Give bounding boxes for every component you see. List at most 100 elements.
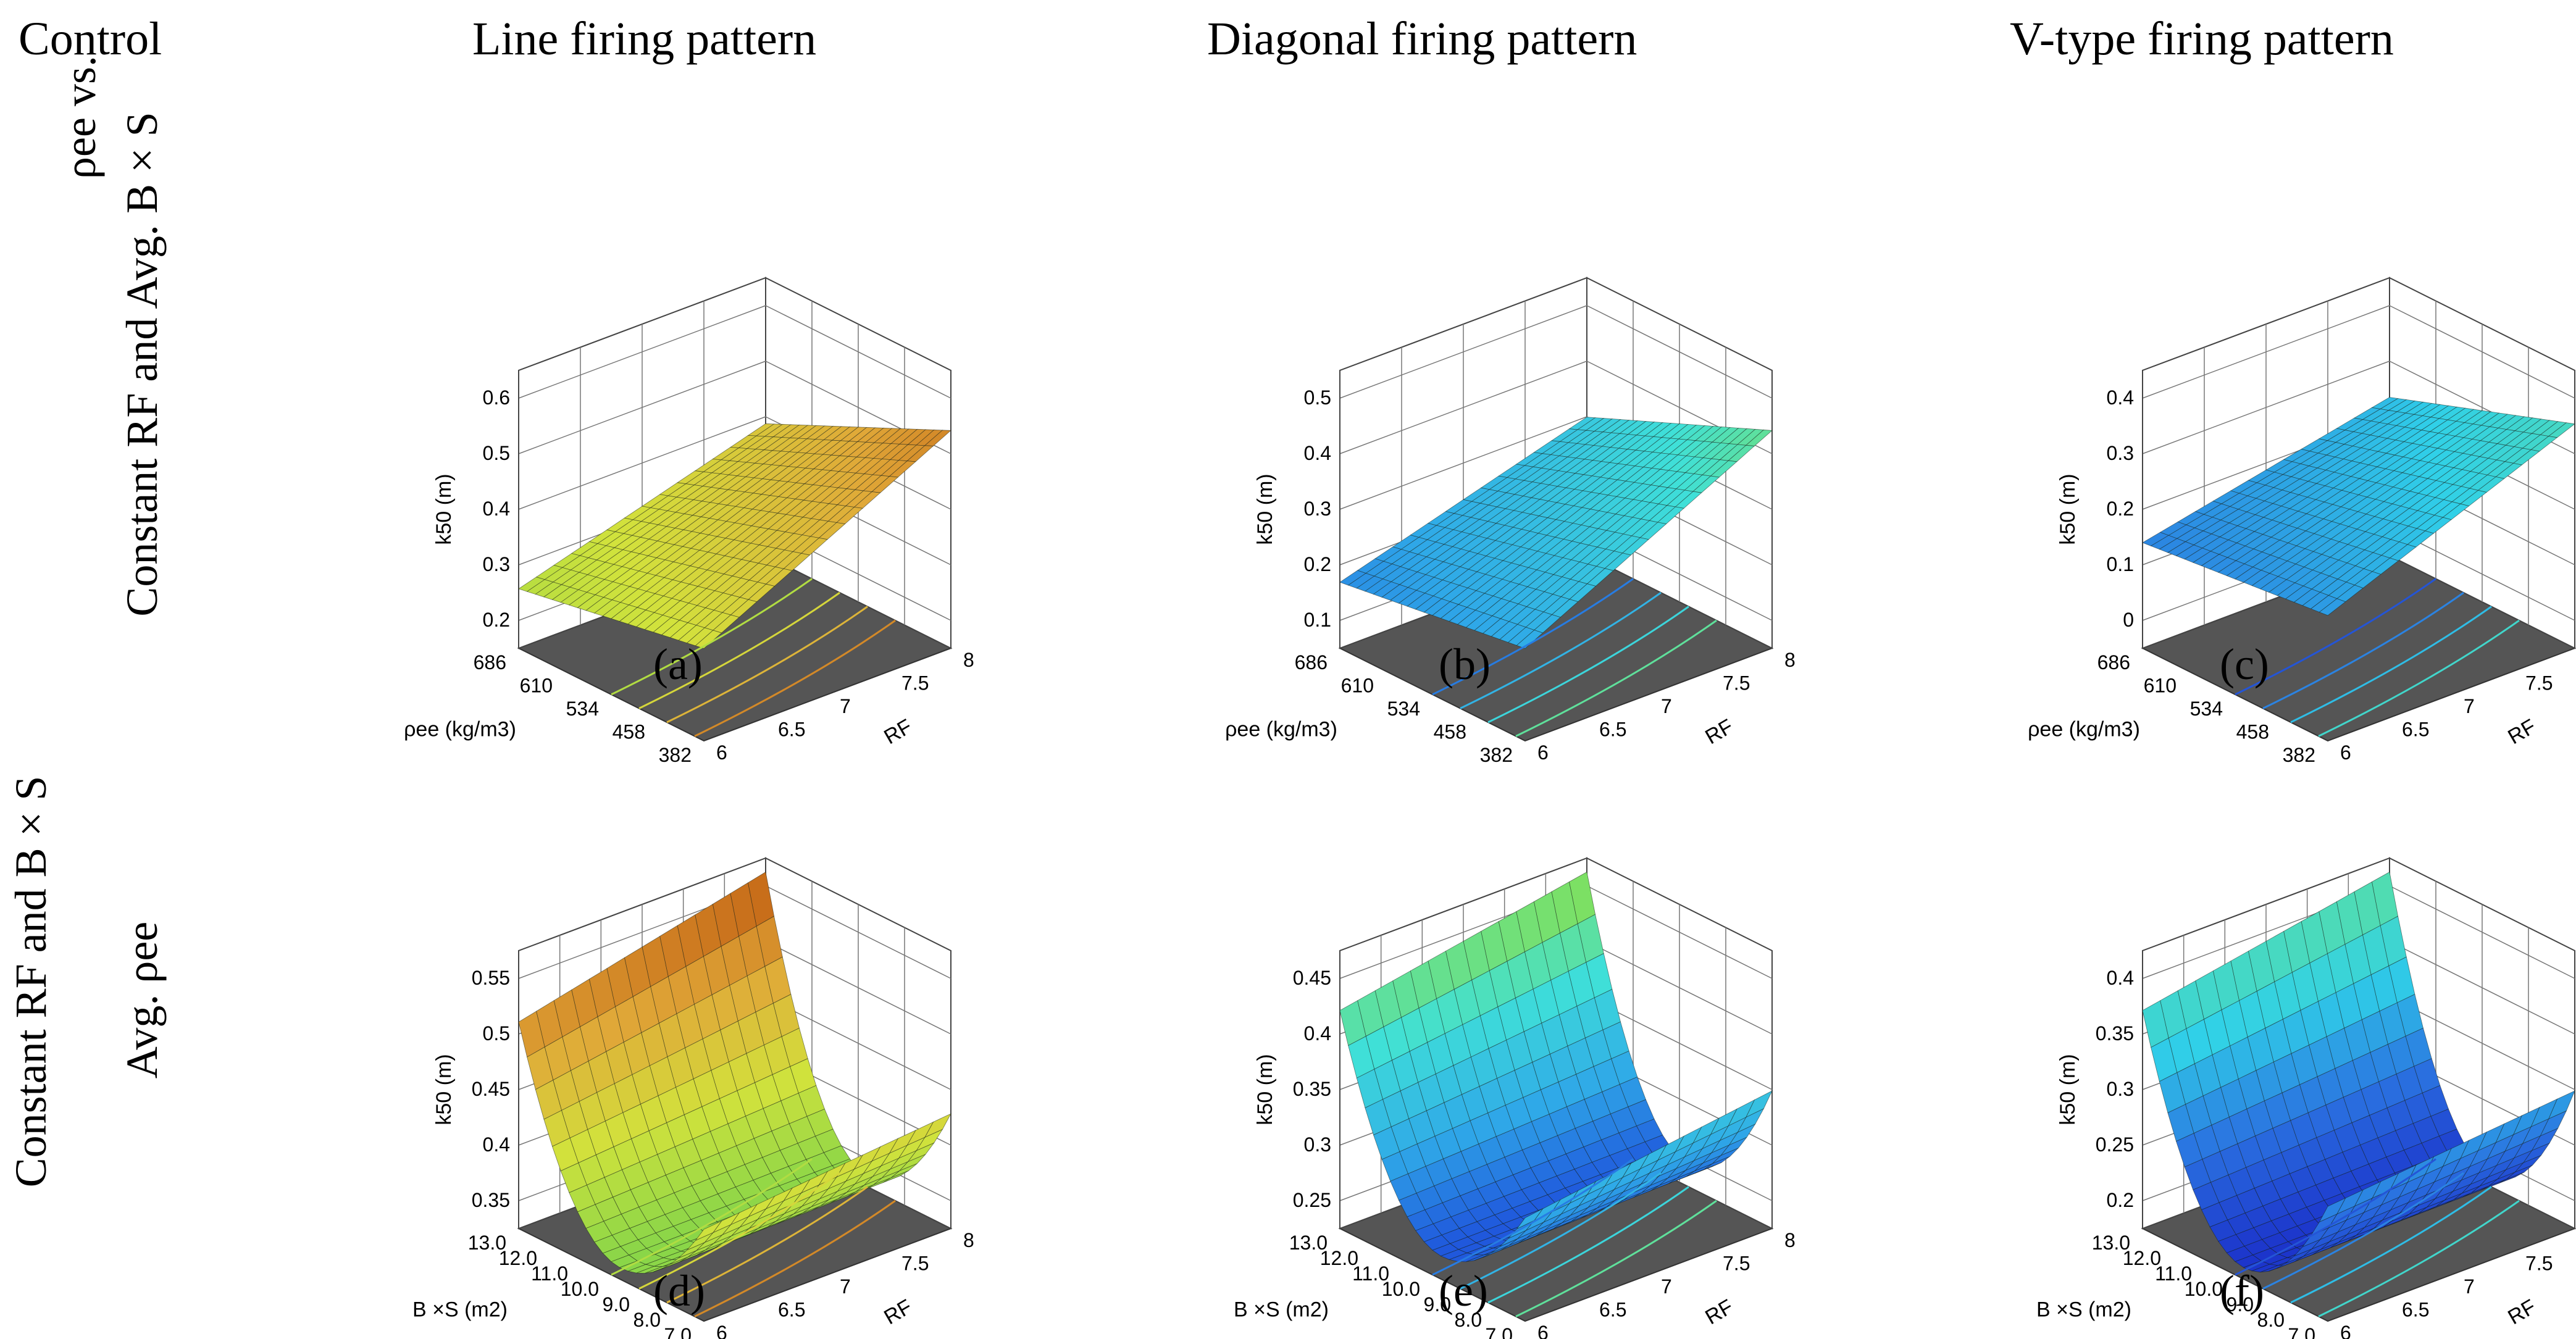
z-tick-label: 0.6 (483, 386, 510, 409)
wall-grid-line (765, 996, 951, 1090)
chart-b: 0.5 0.4 0.3 0.2 0.1 k50 (m) 686 610 534 458 382 ρee… (1192, 93, 2044, 766)
z-tick-label: 0.55 (472, 967, 510, 989)
y-axis-label: RF (880, 1295, 916, 1330)
floor-contour-line (1515, 619, 1717, 737)
x-tick-label: 8.0 (1455, 1309, 1482, 1331)
x-tick-label: 686 (2097, 651, 2130, 674)
y-tick-label: 7 (2464, 1275, 2475, 1298)
y-tick-label: 6.5 (778, 719, 805, 741)
wall-grid-line (1339, 416, 1587, 510)
panel-label-f: (f) (2220, 1266, 2264, 1316)
z-axis-label: k50 (m) (432, 473, 456, 544)
y-tick-label: 8 (963, 649, 974, 671)
x-axis-label: B ×S (m2) (1234, 1298, 1329, 1322)
z-tick-label: 0.5 (483, 1022, 510, 1045)
z-tick-label: 0.2 (483, 609, 510, 631)
panel-label-d: (d) (653, 1266, 705, 1316)
x-tick-label: 12.0 (499, 1247, 537, 1269)
row1-label-line1: ρee vs. (56, 56, 105, 179)
row2-label-line2: Avg. ρee (117, 921, 167, 1079)
wall-grid-line (1339, 361, 1587, 454)
floor-contour-line (1432, 578, 1634, 696)
x-tick-label: 686 (1295, 651, 1328, 674)
wall-grid-line (765, 885, 951, 979)
z-tick-label: 0.4 (2107, 386, 2134, 409)
surface-cell (695, 1220, 722, 1241)
x-tick-label: 9.0 (1424, 1293, 1451, 1316)
x-axis-label: B ×S (m2) (412, 1298, 508, 1322)
column-title-vtype: V-type firing pattern (2010, 13, 2394, 65)
y-tick-label: 6 (716, 741, 727, 764)
z-tick-label: 0.4 (2107, 967, 2134, 989)
wall-grid-line (518, 305, 766, 399)
x-tick-label: 13.0 (2092, 1232, 2130, 1254)
z-tick-label: 0.25 (1293, 1189, 1331, 1211)
wall-grid-line (2389, 941, 2575, 1035)
y-tick-label: 7 (1661, 695, 1672, 717)
floor-contour-line (2262, 1172, 2464, 1290)
wall-grid-line (1586, 305, 1773, 399)
z-tick-label: 0.2 (2107, 498, 2134, 520)
y-tick-label: 6 (2340, 1322, 2351, 1339)
floor-contour-line (638, 1172, 840, 1290)
chart-f: 0.4 0.35 0.3 0.25 0.2 k50 (m) 13.0 12.0 11.0 10.0… (1994, 673, 2576, 1339)
z-tick-label: 0.1 (2107, 553, 2134, 575)
y-axis-label: RF (1701, 1295, 1737, 1330)
wall-grid-line (2389, 885, 2575, 979)
column-title-diagonal: Diagonal firing pattern (1207, 13, 1637, 65)
wall-grid-line (2142, 305, 2390, 399)
floor-contour-line (2318, 1199, 2520, 1317)
z-tick-label: 0.35 (2096, 1022, 2134, 1045)
x-tick-label: 7.0 (1486, 1324, 1513, 1339)
wall-grid-line (2142, 361, 2390, 454)
y-tick-label: 7 (840, 695, 851, 717)
wall-grid-line (765, 941, 951, 1035)
floor-contour-line (611, 1158, 813, 1276)
floor-contour-line (2290, 1186, 2492, 1304)
wall-grid-line (1339, 305, 1587, 399)
z-tick-label: 0.45 (472, 1078, 510, 1100)
z-tick-label: 0.4 (1304, 442, 1331, 464)
z-axis-label: k50 (m) (1253, 473, 1277, 544)
x-tick-label: 458 (1434, 721, 1466, 743)
x-tick-label: 534 (1387, 698, 1420, 720)
column-title-line: Line firing pattern (472, 13, 817, 65)
chart-c: 0.4 0.3 0.2 0.1 0 k50 (m) 686 610 534 458 382 ρee (… (1994, 93, 2576, 766)
x-tick-label: 610 (2144, 675, 2177, 697)
x-tick-label: 8.0 (634, 1309, 661, 1331)
z-tick-label: 0.3 (483, 553, 510, 575)
z-tick-label: 0.35 (472, 1189, 510, 1211)
y-tick-label: 6.5 (1599, 719, 1626, 741)
chart-a: 0.6 0.5 0.4 0.3 0.2 k50 (m) 686 610 534 458 382 ρee… (370, 93, 1223, 766)
x-tick-label: 382 (1480, 744, 1513, 766)
z-tick-label: 0 (2123, 609, 2134, 631)
y-tick-label: 7.5 (1723, 672, 1750, 695)
y-tick-label: 6.5 (2402, 1299, 2429, 1321)
y-tick-label: 6.5 (778, 1299, 805, 1321)
z-tick-label: 0.25 (2096, 1133, 2134, 1156)
wall-grid-line (2389, 305, 2575, 399)
y-tick-label: 6 (1537, 1322, 1549, 1339)
y-tick-label: 7 (2464, 695, 2475, 717)
floor-contour-line (1432, 1158, 1634, 1276)
floor-contour-line (694, 1199, 896, 1317)
x-tick-label: 11.0 (2155, 1262, 2192, 1285)
x-tick-label: 9.0 (603, 1293, 630, 1316)
y-tick-label: 6 (2340, 741, 2351, 764)
x-axis-label: ρee (kg/m3) (2028, 718, 2140, 741)
x-tick-label: 534 (2190, 698, 2223, 720)
x-tick-label: 13.0 (468, 1232, 506, 1254)
x-tick-label: 534 (566, 698, 599, 720)
z-axis-label: k50 (m) (2056, 1054, 2080, 1125)
wall-grid-line (1586, 941, 1773, 1035)
y-tick-label: 7.5 (2525, 672, 2553, 695)
x-tick-label: 7.0 (2288, 1324, 2315, 1339)
x-tick-label: 10.0 (2185, 1278, 2223, 1300)
x-tick-label: 382 (2283, 744, 2315, 766)
floor-contour-line (694, 619, 896, 737)
y-tick-label: 7 (1661, 1275, 1672, 1298)
surface-cell (2319, 1197, 2346, 1223)
y-tick-label: 7.5 (2525, 1253, 2553, 1275)
floor-contour-line (1460, 1172, 1662, 1290)
